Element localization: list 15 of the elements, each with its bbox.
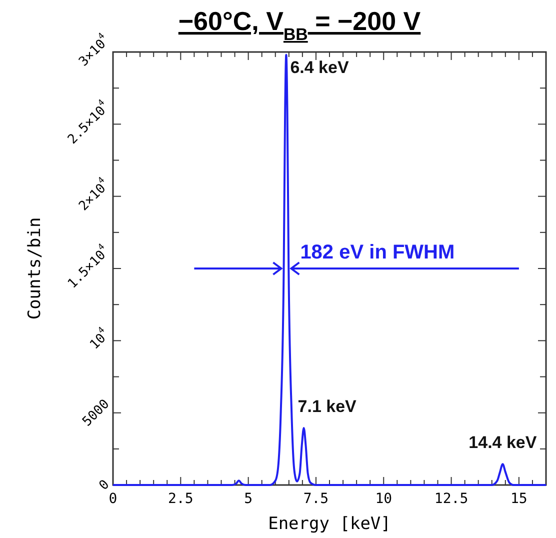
x-tick-label: 7.5	[303, 491, 329, 507]
x-tick-label: 5	[244, 491, 253, 507]
x-tick-label: 12.5	[434, 491, 468, 507]
annotation: 6.4 keV	[290, 58, 350, 77]
annotation: 182 eV in FWHM	[300, 242, 455, 264]
line-series	[112, 54, 547, 486]
x-tick-label: 2.5	[168, 491, 194, 507]
annotation: 7.1 keV	[298, 396, 358, 416]
x-tick-label: 15	[510, 491, 528, 507]
chart-title: −60°C, V$_{BB}$ = −200 V	[178, 6, 422, 44]
x-tick-label: 10	[375, 491, 392, 507]
y-tick-label: 0	[96, 476, 112, 494]
y-axis-title: Counts/bin	[25, 217, 45, 320]
x-axis-title: Energy [keV]	[268, 514, 391, 534]
annotation: 14.4 keV	[468, 433, 538, 452]
